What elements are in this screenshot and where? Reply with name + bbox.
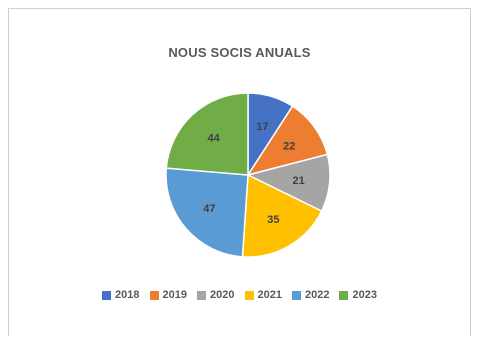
legend-item-2019: 2019 — [149, 289, 188, 301]
legend-item-2020: 2020 — [197, 289, 235, 301]
pie-slice-2021 — [241, 173, 323, 258]
legend-label: 2021 — [257, 289, 282, 301]
legend-swatch — [291, 290, 301, 300]
data-label-2019: 22 — [283, 140, 295, 152]
pie-data-labels: 17 22 21 35 47 44 — [203, 121, 304, 226]
legend-label: 2020 — [210, 289, 235, 301]
data-label-2022: 47 — [203, 203, 215, 215]
legend-label: 2023 — [352, 289, 377, 301]
legend-swatch — [102, 290, 112, 300]
legend-swatch — [244, 290, 254, 300]
legend-label: 2018 — [115, 289, 140, 301]
pie-slice-2023 — [165, 92, 249, 176]
legend-item-2022: 2022 — [291, 289, 330, 301]
pie-slice-2019 — [246, 105, 329, 177]
chart-legend: 2018 2019 2020 2021 2022 2023 — [0, 289, 479, 301]
data-label-2021: 35 — [267, 214, 279, 226]
legend-label: 2019 — [162, 289, 188, 301]
legend-swatch — [339, 290, 349, 300]
data-label-2018: 17 — [256, 121, 268, 133]
legend-item-2021: 2021 — [244, 289, 282, 301]
data-label-2020: 21 — [292, 175, 304, 187]
chart-title: NOUS SOCIS ANUALS — [168, 45, 311, 60]
data-label-2023: 44 — [207, 133, 220, 145]
legend-label: 2022 — [304, 289, 330, 301]
pie-slices — [165, 92, 331, 258]
legend-item-2018: 2018 — [102, 289, 140, 301]
pie-slice-2022 — [165, 167, 249, 258]
legend-swatch — [197, 290, 207, 300]
legend-swatch — [149, 290, 159, 300]
legend-item-2023: 2023 — [339, 289, 377, 301]
